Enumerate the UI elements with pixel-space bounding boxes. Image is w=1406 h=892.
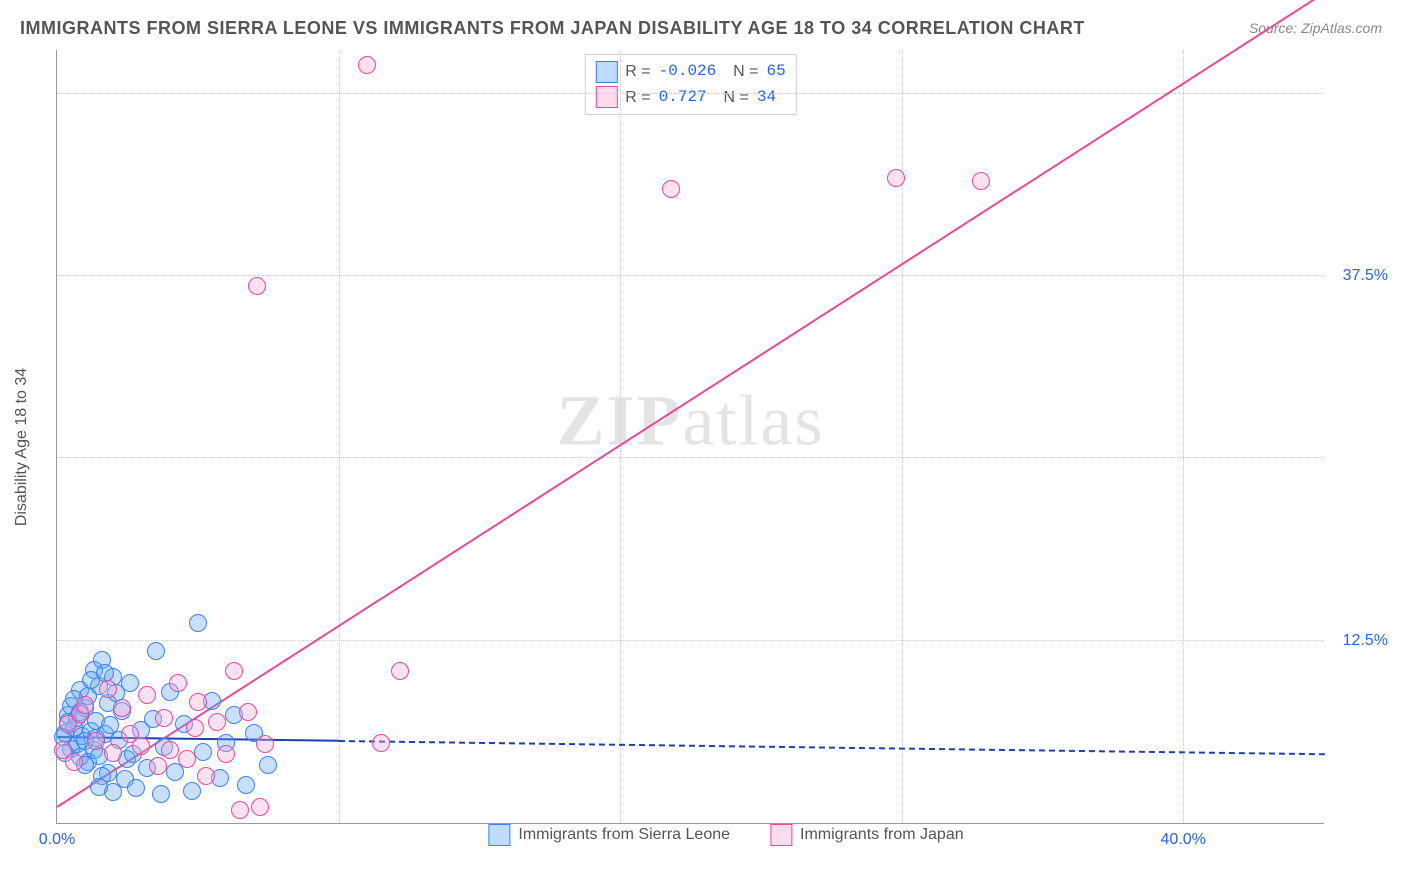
watermark: ZIPatlas (557, 380, 825, 463)
data-point (662, 180, 680, 198)
n-label: N = (724, 59, 758, 85)
xtick-label: 40.0% (1161, 831, 1206, 849)
data-point (248, 277, 266, 295)
n-label: N = (715, 85, 749, 111)
gridline-v (1183, 50, 1184, 823)
legend: Immigrants from Sierra Leone Immigrants … (488, 824, 963, 846)
data-point (101, 716, 119, 734)
data-point (104, 744, 122, 762)
data-point (256, 735, 274, 753)
data-point (161, 741, 179, 759)
xtick-label: 0.0% (39, 831, 75, 849)
ytick-label: 37.5% (1343, 267, 1388, 285)
data-point (358, 56, 376, 74)
chart-title: IMMIGRANTS FROM SIERRA LEONE VS IMMIGRAN… (20, 18, 1085, 39)
stats-row-series1: R = -0.026 N = 65 (595, 59, 785, 85)
gridline-v (902, 50, 903, 823)
data-point (259, 756, 277, 774)
data-point (391, 662, 409, 680)
data-point (99, 680, 117, 698)
y-axis-label: Disability Age 18 to 34 (13, 368, 31, 526)
data-point (217, 745, 235, 763)
data-point (178, 750, 196, 768)
data-point (152, 785, 170, 803)
data-point (225, 662, 243, 680)
n-value-2: 34 (757, 85, 776, 111)
gridline-h (57, 457, 1324, 458)
legend-label-1: Immigrants from Sierra Leone (518, 826, 730, 844)
data-point (189, 693, 207, 711)
data-point (197, 767, 215, 785)
data-point (155, 709, 173, 727)
data-point (127, 779, 145, 797)
chart-area: Disability Age 18 to 34 ZIPatlas R = -0.… (56, 50, 1396, 844)
data-point (237, 776, 255, 794)
data-point (149, 757, 167, 775)
data-point (147, 642, 165, 660)
data-point (87, 732, 105, 750)
data-point (194, 743, 212, 761)
data-point (186, 719, 204, 737)
data-point (887, 169, 905, 187)
data-point (239, 703, 257, 721)
legend-label-2: Immigrants from Japan (800, 826, 964, 844)
stats-row-series2: R = 0.727 N = 34 (595, 85, 785, 111)
trend-line-dashed (339, 740, 1324, 755)
n-value-1: 65 (766, 59, 785, 85)
data-point (76, 696, 94, 714)
gridline-v (620, 50, 621, 823)
data-point (183, 782, 201, 800)
data-point (132, 737, 150, 755)
data-point (65, 753, 83, 771)
data-point (231, 801, 249, 819)
legend-item-1: Immigrants from Sierra Leone (488, 824, 730, 846)
r-label: R = (625, 59, 650, 85)
gridline-h (57, 275, 1324, 276)
gridline-h (57, 93, 1324, 94)
r-value-2: 0.727 (659, 85, 707, 111)
trend-line (56, 0, 1324, 808)
data-point (113, 699, 131, 717)
swatch-pink-icon (770, 824, 792, 846)
data-point (372, 734, 390, 752)
correlation-stats-box: R = -0.026 N = 65 R = 0.727 N = 34 (584, 54, 796, 115)
gridline-v (339, 50, 340, 823)
data-point (208, 713, 226, 731)
data-point (90, 778, 108, 796)
data-point (972, 172, 990, 190)
plot-region: ZIPatlas R = -0.026 N = 65 R = 0.727 N =… (56, 50, 1324, 824)
swatch-pink-icon (595, 86, 617, 108)
legend-item-2: Immigrants from Japan (770, 824, 964, 846)
gridline-h (57, 640, 1324, 641)
ytick-label: 12.5% (1343, 632, 1388, 650)
r-value-1: -0.026 (659, 59, 717, 85)
data-point (138, 686, 156, 704)
data-point (169, 674, 187, 692)
swatch-blue-icon (488, 824, 510, 846)
r-label: R = (625, 85, 650, 111)
data-point (251, 798, 269, 816)
swatch-blue-icon (595, 61, 617, 83)
data-point (189, 614, 207, 632)
